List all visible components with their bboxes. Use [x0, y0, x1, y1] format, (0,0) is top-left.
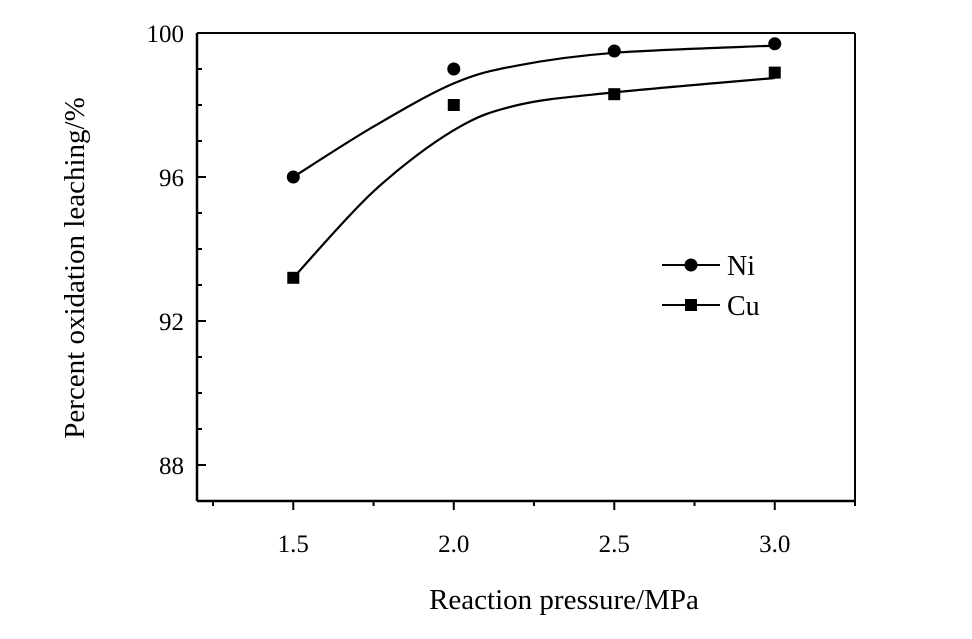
series-line-ni [292, 44, 775, 178]
x-axis-title: Reaction pressure/MPa [429, 584, 699, 616]
legend-label-cu: Cu [727, 291, 760, 322]
series-markers [286, 37, 782, 284]
x-tick-label: 3.0 [759, 531, 790, 558]
legend-marker-cu [685, 299, 697, 311]
y-tick-label: 96 [159, 165, 184, 192]
data-point-cu [768, 66, 781, 79]
data-point-ni [286, 170, 300, 184]
data-point-cu [447, 99, 460, 111]
data-point-ni [447, 62, 461, 76]
y-axis-tick-labels: 88 92 96 100 [147, 21, 185, 480]
series-curves [292, 44, 775, 279]
x-tick-label: 1.5 [278, 531, 309, 558]
legend: Ni Cu [662, 251, 760, 322]
data-point-cu [608, 88, 621, 101]
y-axis-ticks [197, 32, 206, 466]
data-point-ni [607, 44, 621, 58]
legend-label-ni: Ni [727, 251, 755, 282]
data-point-cu [287, 271, 300, 284]
y-tick-label: 88 [159, 453, 184, 480]
y-axis-title: Percent oxidation leaching/% [59, 97, 91, 438]
data-point-ni [768, 37, 782, 51]
series-line-cu [292, 76, 775, 279]
y-tick-label: 100 [147, 21, 185, 48]
y-tick-label: 92 [159, 309, 184, 336]
x-axis-tick-labels: 1.5 2.0 2.5 3.0 [278, 531, 791, 558]
x-axis-ticks [212, 501, 856, 510]
x-tick-label: 2.5 [599, 531, 630, 558]
x-tick-label: 2.0 [438, 531, 469, 558]
legend-marker-ni [684, 258, 698, 272]
plot-frame [195, 32, 856, 503]
